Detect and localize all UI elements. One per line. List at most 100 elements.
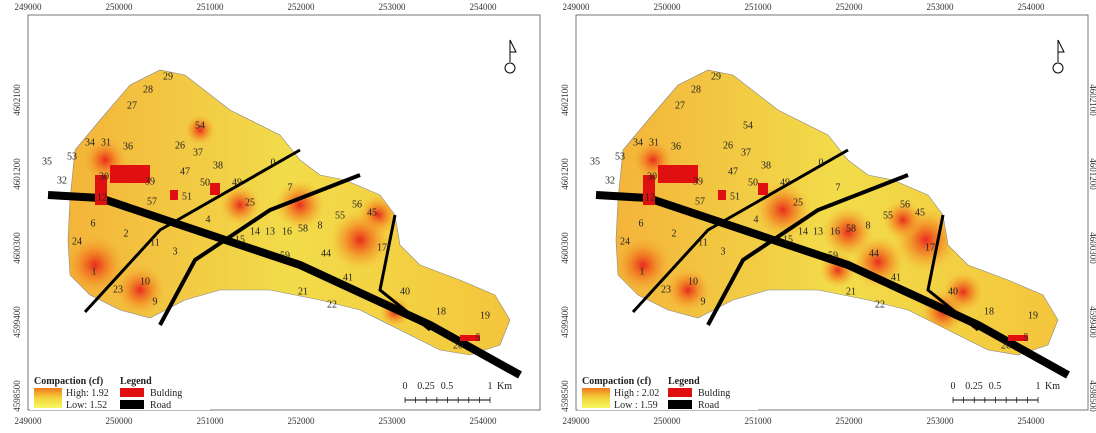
parcel-label: 31 — [649, 137, 659, 148]
building — [718, 190, 726, 200]
parcel-label: 8 — [318, 220, 323, 231]
parcel-label: 25 — [245, 197, 255, 208]
parcel-label: 0 — [271, 157, 276, 168]
parcel-label: 30 — [99, 171, 109, 182]
parcel-label: 16 — [282, 226, 292, 237]
parcel-label: 49 — [232, 177, 242, 188]
parcel-label: 38 — [213, 160, 223, 171]
parcel-label: 28 — [143, 84, 153, 95]
parcel-label: 37 — [741, 147, 751, 158]
parcel-label: 40 — [948, 286, 958, 297]
y-coordinate-label: 4601200 — [560, 158, 570, 190]
parcel-label: 0 — [819, 157, 824, 168]
parcel-label: 22 — [875, 299, 885, 310]
parcel-label: 32 — [605, 175, 615, 186]
parcel-label: 9 — [701, 296, 706, 307]
parcel-label: 37 — [193, 147, 203, 158]
parcel-label: 11 — [150, 237, 160, 248]
parcel-label: 5 — [476, 332, 481, 343]
parcel-label: 47 — [180, 166, 190, 177]
parcel-label: 24 — [72, 236, 82, 247]
y-coordinate-label: 4598500 — [1088, 380, 1096, 412]
scale-unit: Km — [497, 381, 512, 392]
y-coordinate-label: 4600300 — [560, 232, 570, 264]
parcel-label: 55 — [335, 210, 345, 221]
parcel-label: 53 — [615, 151, 625, 162]
parcel-label: 11 — [698, 237, 708, 248]
ramp-high: High : 2.02 — [614, 388, 659, 399]
parcel-label: 36 — [671, 141, 681, 152]
y-coordinate-label: 4600300 — [1088, 232, 1096, 264]
parcel-label: 41 — [891, 272, 901, 283]
parcel-label: 54 — [743, 120, 753, 131]
parcel-label: 4 — [754, 214, 759, 225]
parcel-label: 23 — [113, 284, 123, 295]
parcel-label: 22 — [327, 299, 337, 310]
x-coordinate-label: 249000 — [15, 2, 43, 12]
parcel-label: 6 — [91, 218, 96, 229]
parcel-label: 35 — [42, 156, 52, 167]
parcel-label: 40 — [400, 286, 410, 297]
parcel-label: 34 — [85, 137, 95, 148]
parcel-label: 27 — [127, 100, 137, 111]
scale-label: 0 — [403, 381, 408, 392]
parcel-label: 39 — [693, 176, 703, 187]
parcel-label: 29 — [163, 71, 173, 82]
x-coordinate-label: 254000 — [470, 416, 498, 426]
parcel-label: 58 — [846, 223, 856, 234]
x-coordinate-label: 252000 — [836, 2, 864, 12]
parcel-label: 56 — [352, 199, 362, 210]
scale-label: 0.5 — [441, 381, 454, 392]
parcel-label: 41 — [343, 272, 353, 283]
parcel-label: 4 — [206, 214, 211, 225]
parcel-label: 45 — [915, 207, 925, 218]
parcel-label: 47 — [728, 166, 738, 177]
parcel-label: 15 — [235, 234, 245, 245]
scale-unit: Km — [1045, 381, 1060, 392]
parcel-label: 20 — [1001, 340, 1011, 351]
y-coordinate-label: 4599400 — [560, 306, 570, 338]
parcel-label: 28 — [691, 84, 701, 95]
parcel-label: 18 — [436, 306, 446, 317]
x-coordinate-label: 251000 — [745, 2, 773, 12]
x-coordinate-label: 250000 — [654, 416, 682, 426]
parcel-label: 57 — [695, 196, 705, 207]
x-coordinate-label: 253000 — [927, 416, 955, 426]
parcel-label: 34 — [633, 137, 643, 148]
north-arrow-circle — [1053, 63, 1063, 73]
parcel-label: 17 — [377, 242, 387, 253]
y-coordinate-label: 4601200 — [12, 158, 22, 190]
legend-title: Legend — [668, 376, 700, 387]
x-coordinate-label: 251000 — [197, 2, 225, 12]
parcel-label: 25 — [793, 197, 803, 208]
parcel-label: 3 — [173, 246, 178, 257]
parcel-label: 13 — [813, 226, 823, 237]
parcel-label: 12 — [645, 192, 655, 203]
y-coordinate-label: 4598500 — [560, 380, 570, 412]
parcel-label: 19 — [1028, 310, 1038, 321]
x-coordinate-label: 253000 — [927, 2, 955, 12]
parcel-label: 59 — [280, 250, 290, 261]
x-coordinate-label: 250000 — [106, 416, 134, 426]
scale-label: 0.5 — [989, 381, 1002, 392]
parcel-label: 1 — [640, 266, 645, 277]
north-arrow-circle — [505, 63, 515, 73]
parcel-label: 44 — [321, 248, 331, 259]
ramp-low: Low: 1.52 — [66, 400, 107, 411]
parcel-label: 18 — [984, 306, 994, 317]
parcel-label: 32 — [57, 175, 67, 186]
y-coordinate-label: 4602100 — [560, 84, 570, 116]
x-coordinate-label: 249000 — [563, 2, 591, 12]
building — [110, 165, 150, 183]
building — [658, 165, 698, 183]
parcel-label: 38 — [761, 160, 771, 171]
parcel-label: 51 — [182, 191, 192, 202]
legend-road: Road — [698, 400, 719, 411]
scale-label: 0.25 — [965, 381, 983, 392]
ramp-high: High: 1.92 — [66, 388, 109, 399]
parcel-label: 7 — [288, 182, 293, 193]
building — [210, 183, 220, 195]
parcel-label: 21 — [846, 286, 856, 297]
